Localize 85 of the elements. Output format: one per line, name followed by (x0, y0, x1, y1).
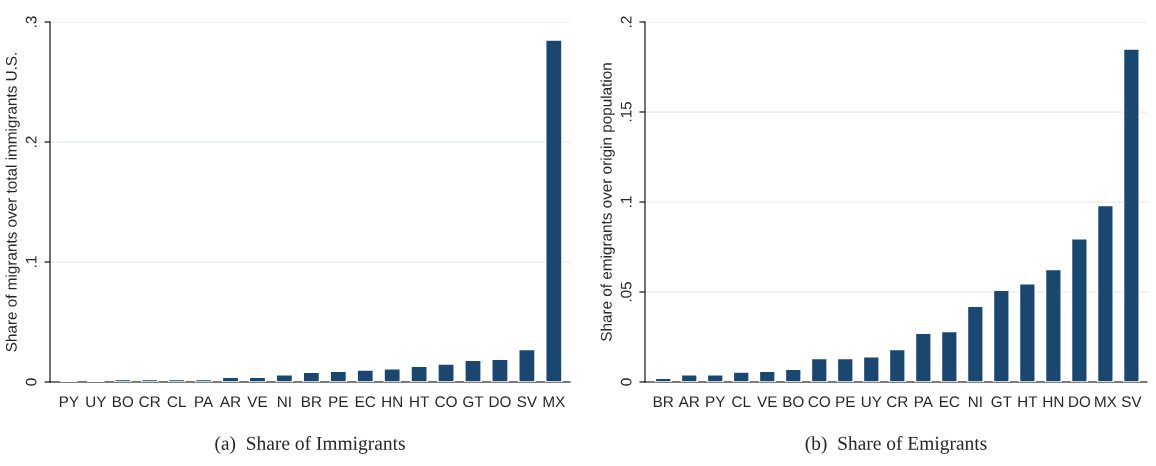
bar (914, 332, 932, 382)
bar (383, 368, 401, 382)
x-tick-label: BO (112, 396, 134, 408)
bar (329, 370, 348, 382)
bar (862, 356, 880, 382)
y-tick-label: .1 (25, 256, 37, 267)
x-tick-label: CR (887, 396, 908, 408)
x-tick-label: HT (1018, 396, 1038, 407)
bar (732, 371, 750, 382)
x-tick-label: MX (543, 396, 565, 407)
x-tick-label: HN (382, 396, 402, 407)
x-tick-label: PA (914, 396, 933, 407)
bar (275, 374, 294, 382)
x-tick-label: PA (195, 396, 214, 407)
x-tick-label: GT (463, 396, 484, 408)
bar (1044, 268, 1062, 382)
x-tick-label: DO (1069, 396, 1091, 408)
x-tick-label: MX (1095, 396, 1117, 407)
y-tick-label: .15 (620, 102, 632, 122)
x-tick-label: PE (836, 396, 855, 407)
text: (b) Share of Emigrants (805, 436, 987, 454)
x-tick-label: PY (706, 396, 726, 407)
x-tick-label: NI (278, 396, 291, 407)
bar (654, 377, 672, 382)
bar (518, 348, 536, 382)
bar (1018, 283, 1036, 382)
x-tick-label: AR (219, 396, 241, 407)
x-tick-label: HN (1043, 396, 1064, 407)
bar (888, 348, 906, 382)
bar (810, 357, 828, 382)
bar (113, 378, 132, 382)
bar (491, 358, 509, 382)
x-tick-label: CL (732, 396, 751, 408)
x-tick-label: BO (783, 396, 804, 408)
y-tick-label: .05 (620, 282, 632, 302)
bar (167, 378, 186, 382)
x-tick-label: PE (329, 396, 348, 407)
bar (706, 374, 724, 382)
x-tick-label: EC (355, 396, 376, 408)
y-tick-label: .2 (25, 136, 37, 147)
x-tick-label: CO (435, 396, 457, 408)
x-tick-label: VE (757, 396, 777, 407)
bar (836, 357, 854, 382)
bar (302, 371, 321, 382)
bar (464, 359, 482, 382)
y-tick-label: 0 (620, 378, 632, 386)
bar (410, 365, 428, 382)
x-tick-label: SV (1121, 396, 1142, 408)
y-tick-label: .3 (25, 16, 37, 27)
bar (966, 305, 984, 382)
bar (784, 368, 802, 382)
x-tick-label: DO (489, 396, 511, 408)
bar (1096, 204, 1114, 382)
y-tick-label: .2 (620, 16, 632, 27)
x-tick-label: HT (410, 396, 429, 407)
x-tick-label: CL (167, 396, 186, 408)
bar (940, 330, 958, 382)
bar (1122, 48, 1140, 382)
x-tick-label: NI (968, 396, 982, 407)
x-tick-label: SV (517, 396, 538, 408)
x-tick-label: BR (653, 396, 674, 407)
x-tick-label: GT (991, 396, 1012, 408)
y-tick-label: .1 (620, 196, 632, 207)
x-tick-label: AR (678, 396, 700, 407)
y-axis-title: Share of emigrants over origin population (600, 63, 615, 341)
bar (992, 289, 1010, 382)
x-tick-label: BR (301, 396, 322, 407)
x-tick-label: UY (86, 396, 107, 408)
x-tick-label: CR (139, 396, 161, 408)
text: (a) Share of Immigrants (215, 436, 405, 454)
x-tick-label: PY (59, 396, 79, 407)
x-tick-label: UY (861, 396, 882, 408)
x-tick-label: EC (939, 396, 960, 408)
bar (140, 378, 159, 382)
x-tick-label: VE (247, 396, 267, 407)
bar (545, 39, 563, 382)
y-tick-label: 0 (25, 378, 37, 386)
bar (1070, 238, 1088, 382)
y-axis-title: Share of migrants over total immigrants U.S. (5, 53, 20, 352)
bar (437, 363, 455, 382)
bar (356, 369, 375, 382)
x-tick-label: CO (808, 396, 830, 408)
bar (680, 374, 698, 382)
bar (758, 370, 776, 382)
bar (194, 378, 213, 382)
